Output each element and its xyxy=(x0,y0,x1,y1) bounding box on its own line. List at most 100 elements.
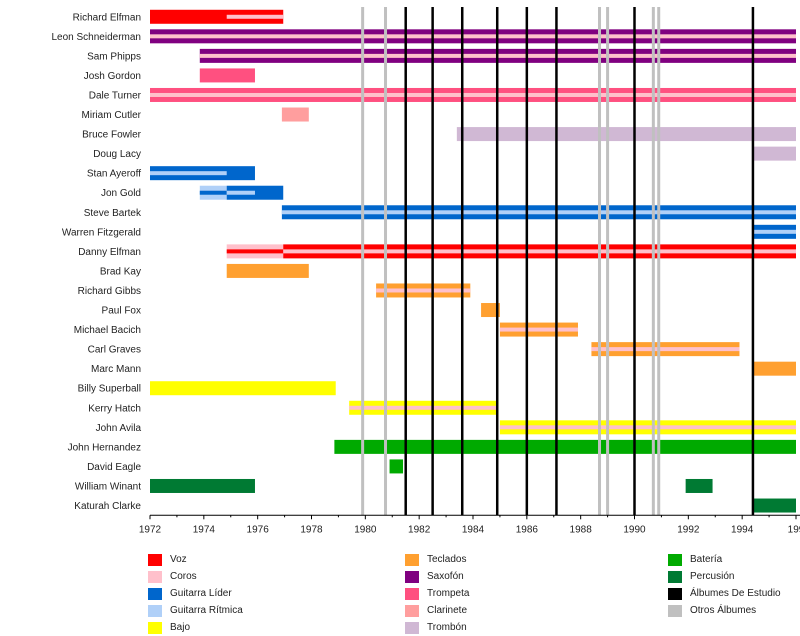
role-stripe-guitarra_ritmica xyxy=(281,210,796,215)
legend-item-bateria: Batería xyxy=(668,551,722,568)
role-stripe-coros xyxy=(349,405,498,410)
member-label: Josh Gordon xyxy=(84,71,141,82)
x-tick-label: 1972 xyxy=(139,524,162,535)
legend-item-coros: Coros xyxy=(148,568,197,585)
role-bar-clarinete xyxy=(281,107,309,122)
role-bar-trombon xyxy=(752,146,796,161)
role-bar-percusion xyxy=(685,478,713,493)
member-label: Jon Gold xyxy=(101,188,141,199)
legend-item-trombon: Trombón xyxy=(405,619,467,636)
x-tick-label: 199 xyxy=(788,524,800,535)
member-label: Stan Ayeroff xyxy=(87,169,141,180)
role-bar-teclados xyxy=(226,263,309,278)
member-label: Doug Lacy xyxy=(93,149,141,160)
legend-label: Coros xyxy=(170,571,197,582)
x-tick-label: 1976 xyxy=(247,524,270,535)
legend-label: Clarinete xyxy=(427,605,468,616)
band-timeline-chart: Richard Elfman Leon Schneiderman Sam Phipp… xyxy=(51,7,800,535)
legend-label: Saxofón xyxy=(427,571,464,582)
legend-label: Voz xyxy=(170,554,187,565)
member-label: John Hernandez xyxy=(68,442,141,453)
legend-label: Batería xyxy=(690,554,723,565)
legend-label: Guitarra Rítmica xyxy=(170,605,243,616)
legend-label: Teclados xyxy=(427,554,467,565)
legend-label: Bajo xyxy=(170,622,191,633)
member-label: Michael Bacich xyxy=(74,325,141,336)
member-label: Warren Fitzgerald xyxy=(62,227,141,238)
member-label: Katurah Clarke xyxy=(74,501,141,512)
role-stripe-guitarra_lider xyxy=(199,190,227,195)
role-bar-trompeta xyxy=(199,68,255,83)
role-bar-bateria xyxy=(389,459,404,474)
legend-item-albumes_estudio: Álbumes De Estudio xyxy=(668,585,781,602)
x-tick-label: 1982 xyxy=(408,524,431,535)
legend-swatch xyxy=(405,587,419,600)
role-stripe-coros xyxy=(376,288,471,293)
legend-label: Percusión xyxy=(690,571,735,582)
member-label: Dale Turner xyxy=(89,90,142,101)
legend-item-trompeta: Trompeta xyxy=(405,585,469,602)
x-tick-label: 1994 xyxy=(731,524,754,535)
legend-label: Trompeta xyxy=(427,588,470,599)
x-tick-label: 1988 xyxy=(570,524,593,535)
role-stripe-voz xyxy=(226,249,284,254)
member-label: William Winant xyxy=(75,481,141,492)
member-label: Richard Gibbs xyxy=(78,286,141,297)
legend-swatch xyxy=(405,621,419,634)
member-label: Danny Elfman xyxy=(78,247,141,258)
legend-swatch xyxy=(405,570,419,583)
legend-swatch xyxy=(668,604,682,617)
legend-item-bajo: Bajo xyxy=(148,619,190,636)
member-label: Brad Kay xyxy=(100,266,141,277)
role-bar-trombon xyxy=(456,127,796,142)
legend-item-otros_albumes: Otros Álbumes xyxy=(668,602,756,619)
legend-label: Trombón xyxy=(427,622,467,633)
member-label: John Avila xyxy=(96,423,142,434)
member-label: Steve Bartek xyxy=(84,208,142,219)
role-stripe-guitarra_ritmica xyxy=(226,190,255,195)
chart-legend: Voz Coros Guitarra Líder Guitarra Rítmica Ba… xyxy=(0,548,800,635)
legend-swatch xyxy=(148,604,162,617)
legend-label: Álbumes De Estudio xyxy=(690,588,781,599)
member-label: Carl Graves xyxy=(88,345,141,356)
role-stripe-guitarra_ritmica xyxy=(752,229,796,234)
legend-item-voz: Voz xyxy=(148,551,187,568)
legend-item-percusion: Percusión xyxy=(668,568,734,585)
x-tick-label: 1986 xyxy=(516,524,539,535)
role-bar-teclados xyxy=(752,361,796,376)
legend-item-clarinete: Clarinete xyxy=(405,602,467,619)
member-label: Billy Superball xyxy=(78,384,141,395)
member-label: Sam Phipps xyxy=(87,51,141,62)
role-bar-voz xyxy=(150,9,284,24)
x-tick-label: 1990 xyxy=(623,524,646,535)
member-label: Bruce Fowler xyxy=(82,130,142,141)
member-label: Richard Elfman xyxy=(73,12,141,23)
legend-label: Guitarra Líder xyxy=(170,588,232,599)
legend-swatch xyxy=(148,570,162,583)
x-tick-label: 1984 xyxy=(462,524,485,535)
member-label: Miriam Cutler xyxy=(82,110,142,121)
legend-label: Otros Álbumes xyxy=(690,605,757,616)
role-stripe-coros xyxy=(499,425,796,430)
role-bar-teclados xyxy=(481,303,500,318)
member-label: Marc Mann xyxy=(91,364,141,375)
legend-item-saxofon: Saxofón xyxy=(405,568,464,585)
member-label: Paul Fox xyxy=(102,306,141,317)
legend-swatch xyxy=(668,570,682,583)
legend-swatch xyxy=(148,621,162,634)
role-stripe-coros xyxy=(283,249,796,254)
legend-swatch xyxy=(668,587,682,600)
legend-swatch xyxy=(148,553,162,566)
legend-swatch xyxy=(405,604,419,617)
role-stripe-coros xyxy=(150,92,796,97)
legend-swatch xyxy=(405,553,419,566)
role-bar-bajo xyxy=(150,381,336,396)
x-tick-label: 1978 xyxy=(300,524,323,535)
role-bar-bateria xyxy=(334,439,796,454)
legend-item-guitarra_ritmica: Guitarra Rítmica xyxy=(148,602,243,619)
legend-swatch xyxy=(668,553,682,566)
role-bar-percusion xyxy=(150,478,255,493)
legend-item-teclados: Teclados xyxy=(405,551,466,568)
x-tick-label: 1974 xyxy=(193,524,216,535)
role-stripe-coros xyxy=(226,14,284,19)
